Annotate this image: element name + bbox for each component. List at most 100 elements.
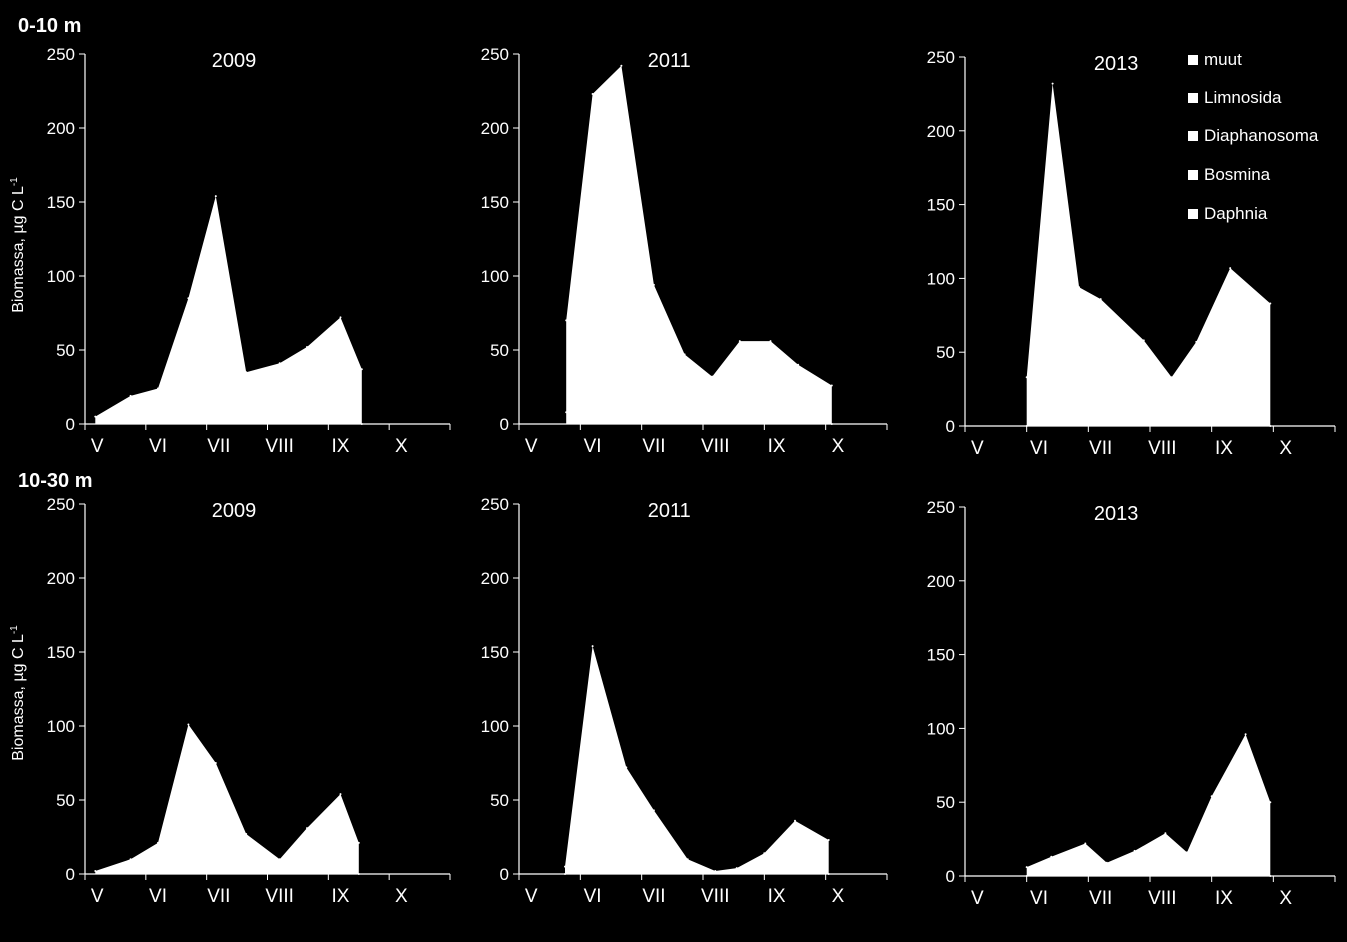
y-tick-label: 250 (927, 498, 955, 517)
x-tick-label: IX (1215, 888, 1233, 909)
x-tick-label: IX (768, 436, 786, 457)
y-tick-label: 250 (47, 495, 75, 514)
area-series (1026, 734, 1271, 876)
data-point (620, 64, 623, 67)
x-tick-label: VIII (1148, 888, 1177, 909)
panels-group: 0 50 100 150 200 250 V VI VII VIII IX X 2009 0 50 100 15… (47, 45, 1336, 909)
data-point (1269, 801, 1272, 804)
x-tick-label: X (1279, 438, 1292, 459)
y-tick-label: 100 (481, 717, 509, 736)
y-tick-label: 250 (481, 45, 509, 64)
y-tick-label: 150 (481, 643, 509, 662)
y-tick-label: 100 (47, 717, 75, 736)
y-tick-label: 0 (946, 867, 955, 886)
chart-panel-5: 0 50 100 150 200 250 V VI VII VIII IX X 2011 (481, 495, 888, 907)
x-tick-label: X (832, 886, 845, 907)
legend-swatch (1188, 93, 1198, 103)
y-tick-label: 200 (927, 572, 955, 591)
y-tick-label: 100 (47, 267, 75, 286)
data-point (187, 723, 190, 726)
legend-swatch (1188, 131, 1198, 141)
data-point (157, 841, 159, 844)
y-tick-label: 0 (500, 415, 509, 434)
y-tick-label: 150 (47, 643, 75, 662)
data-point (830, 384, 833, 387)
x-tick-label: V (525, 436, 538, 457)
y-tick-label: 100 (927, 269, 955, 288)
x-tick-label: VIII (1148, 438, 1177, 459)
y-tick-label: 100 (481, 267, 509, 286)
panel-title: 2009 (212, 50, 257, 72)
x-tick-label: VIII (701, 886, 730, 907)
x-tick-label: V (525, 886, 538, 907)
x-tick-label: IX (332, 436, 350, 457)
y-tick-label: 200 (47, 119, 75, 138)
data-point (1170, 376, 1173, 379)
x-tick-label: X (395, 436, 408, 457)
data-point (1229, 267, 1232, 270)
y-tick-label: 250 (47, 45, 75, 64)
data-point (711, 375, 714, 378)
area-series (95, 196, 362, 424)
x-tick-label: VI (584, 886, 602, 907)
data-point (1099, 298, 1102, 301)
x-tick-label: VII (1089, 438, 1112, 459)
y-axis-label-bottom: Biomassa, µg C L-1 (9, 625, 27, 761)
legend-label: Daphnia (1204, 204, 1268, 223)
data-point (306, 827, 308, 830)
data-point (339, 793, 342, 796)
chart-panel-3: 0 50 100 150 200 250 V VI VII VIII IX X 2013 (927, 48, 1336, 459)
data-point (94, 870, 97, 872)
data-point (129, 394, 132, 397)
y-axis-label-top: Biomassa, µg C L-1 (9, 177, 27, 313)
y-tick-label: 250 (481, 495, 509, 514)
y-tick-label: 0 (946, 417, 955, 436)
x-tick-label: X (832, 436, 845, 457)
y-tick-label: 0 (66, 415, 75, 434)
x-tick-label: VI (1030, 438, 1048, 459)
data-point (591, 645, 594, 648)
y-tick-label: 50 (936, 793, 955, 812)
x-tick-label: IX (768, 886, 786, 907)
panel-title: 2011 (648, 500, 691, 522)
legend-label: Limnosida (1204, 88, 1282, 107)
y-tick-label: 200 (481, 569, 509, 588)
chart-panel-6: 0 50 100 150 200 250 V VI VII VIII IX X 2013 (927, 498, 1336, 909)
data-point (1269, 302, 1272, 305)
y-tick-label: 150 (927, 196, 955, 215)
data-point (1195, 340, 1198, 343)
data-point (686, 858, 689, 861)
legend-item-muut: muut (1188, 50, 1242, 69)
data-point (683, 353, 686, 356)
x-tick-label: VII (1089, 888, 1112, 909)
x-tick-label: VI (149, 886, 167, 907)
data-point (245, 833, 248, 835)
y-tick-label: 200 (47, 569, 75, 588)
data-point (565, 411, 568, 414)
y-tick-label: 250 (927, 48, 955, 67)
data-point (94, 415, 97, 418)
data-point (278, 858, 281, 861)
data-point (763, 852, 766, 855)
legend-swatch (1188, 209, 1198, 219)
chart-panel-4: 0 50 100 150 200 250 V VI VII VIII IX X 2009 (47, 495, 451, 907)
x-tick-label: V (971, 438, 984, 459)
chart-panel-1: 0 50 100 150 200 250 V VI VII VIII IX X 2009 (47, 45, 451, 457)
y-tick-label: 50 (56, 341, 75, 360)
x-tick-label: VII (207, 436, 230, 457)
legend-swatch (1188, 55, 1198, 65)
data-point (1051, 82, 1054, 85)
x-tick-label: VI (149, 436, 167, 457)
legend-label: muut (1204, 50, 1242, 69)
data-point (769, 340, 772, 343)
legend: muut Limnosida Diaphanosoma Bosmina Daph… (1188, 50, 1319, 223)
legend-label: Bosmina (1204, 165, 1271, 184)
x-tick-label: VII (207, 886, 230, 907)
y-tick-label: 200 (481, 119, 509, 138)
data-point (1084, 842, 1087, 845)
legend-label: Diaphanosoma (1204, 126, 1319, 145)
legend-item-bosmina: Bosmina (1188, 165, 1271, 184)
x-tick-label: IX (1215, 438, 1233, 459)
x-tick-label: VIII (701, 436, 730, 457)
data-point (652, 283, 655, 286)
